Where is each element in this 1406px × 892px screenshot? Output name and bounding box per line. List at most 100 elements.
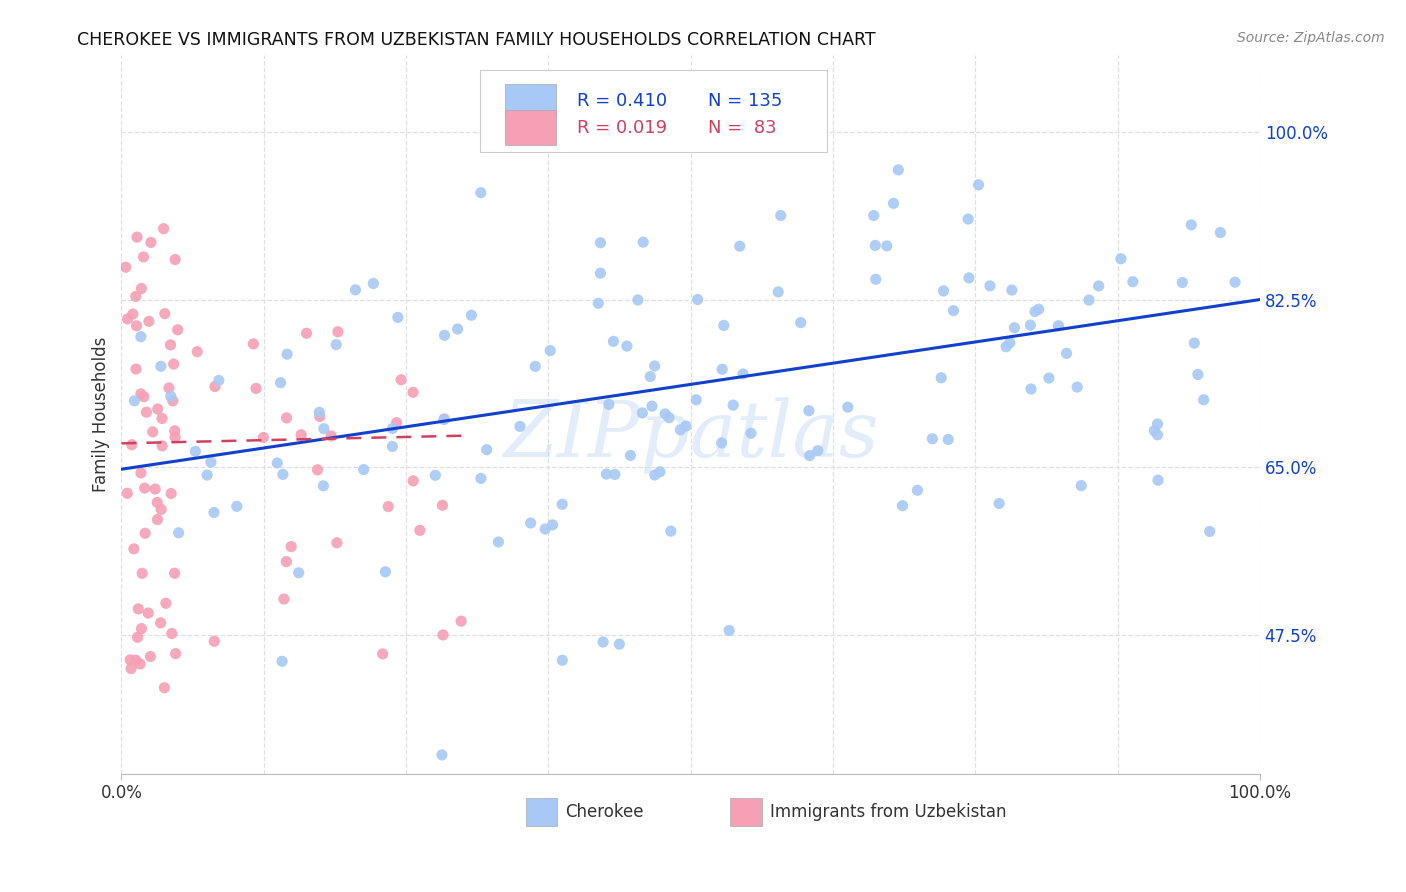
Point bbox=[1047, 318, 1070, 333]
Point bbox=[837, 400, 859, 414]
Point bbox=[433, 412, 456, 426]
Point bbox=[402, 385, 425, 400]
Point bbox=[242, 337, 264, 351]
Point bbox=[117, 486, 139, 500]
Point bbox=[129, 466, 152, 480]
Point bbox=[155, 596, 177, 610]
Point bbox=[865, 272, 887, 286]
Point bbox=[127, 630, 149, 644]
Point bbox=[1182, 336, 1205, 351]
Point bbox=[740, 426, 762, 441]
Point bbox=[541, 517, 564, 532]
Point bbox=[374, 565, 396, 579]
Point bbox=[266, 456, 288, 470]
Point bbox=[433, 412, 456, 426]
Point bbox=[957, 212, 980, 227]
Point bbox=[138, 314, 160, 328]
Point bbox=[998, 335, 1021, 350]
Point bbox=[307, 463, 329, 477]
Point bbox=[150, 439, 173, 453]
Point bbox=[675, 419, 697, 434]
Point bbox=[135, 405, 157, 419]
Point bbox=[921, 432, 943, 446]
Point bbox=[377, 500, 399, 514]
Point bbox=[162, 393, 184, 408]
Point bbox=[1070, 478, 1092, 492]
Text: R = 0.019: R = 0.019 bbox=[576, 119, 666, 136]
Point bbox=[409, 524, 432, 538]
Point bbox=[129, 657, 152, 671]
Point bbox=[125, 362, 148, 376]
Point bbox=[152, 221, 174, 235]
Point bbox=[381, 421, 404, 435]
Point bbox=[721, 398, 744, 412]
Point bbox=[385, 416, 408, 430]
Point bbox=[659, 524, 682, 538]
Point bbox=[271, 467, 294, 482]
Point bbox=[475, 442, 498, 457]
Point bbox=[607, 637, 630, 651]
Point bbox=[1146, 427, 1168, 442]
Point bbox=[308, 409, 330, 424]
Point bbox=[592, 635, 614, 649]
Point bbox=[644, 359, 666, 373]
Point bbox=[446, 322, 468, 336]
Point bbox=[280, 540, 302, 554]
Point bbox=[658, 410, 681, 425]
Point bbox=[132, 390, 155, 404]
Point bbox=[131, 281, 153, 295]
Point bbox=[204, 379, 226, 393]
Point bbox=[731, 367, 754, 381]
Point bbox=[862, 209, 884, 223]
Point bbox=[470, 186, 492, 200]
Point bbox=[166, 323, 188, 337]
Point bbox=[638, 369, 661, 384]
Point bbox=[711, 112, 734, 126]
Point bbox=[159, 338, 181, 352]
Point bbox=[167, 525, 190, 540]
Point bbox=[125, 318, 148, 333]
Point bbox=[121, 307, 143, 321]
Point bbox=[153, 681, 176, 695]
Point bbox=[326, 535, 349, 549]
Point bbox=[1038, 371, 1060, 385]
Y-axis label: Family Households: Family Households bbox=[93, 337, 110, 492]
Point bbox=[121, 438, 143, 452]
Point bbox=[686, 293, 709, 307]
Point bbox=[122, 541, 145, 556]
Point bbox=[202, 634, 225, 648]
Point bbox=[271, 654, 294, 668]
Point bbox=[1028, 302, 1050, 317]
Point bbox=[876, 239, 898, 253]
Point bbox=[252, 430, 274, 444]
Point bbox=[616, 339, 638, 353]
Point bbox=[195, 468, 218, 483]
Point bbox=[641, 399, 664, 413]
Point bbox=[160, 626, 183, 640]
Point bbox=[120, 653, 142, 667]
Point bbox=[685, 392, 707, 407]
Point bbox=[957, 271, 980, 285]
Point bbox=[165, 430, 187, 444]
Point bbox=[134, 526, 156, 541]
Point bbox=[711, 362, 734, 376]
Point bbox=[131, 566, 153, 581]
Point bbox=[208, 373, 231, 387]
Point bbox=[139, 235, 162, 250]
FancyBboxPatch shape bbox=[526, 798, 557, 826]
Point bbox=[1209, 226, 1232, 240]
Point bbox=[149, 615, 172, 630]
Point bbox=[363, 277, 385, 291]
Text: N = 135: N = 135 bbox=[707, 92, 782, 110]
Point bbox=[430, 747, 453, 762]
Point bbox=[139, 649, 162, 664]
Point bbox=[1146, 417, 1168, 431]
Point bbox=[799, 449, 821, 463]
Point bbox=[1147, 473, 1170, 487]
Point bbox=[163, 424, 186, 438]
Point bbox=[1198, 524, 1220, 539]
Point bbox=[603, 467, 626, 482]
Point bbox=[163, 566, 186, 581]
Point bbox=[131, 622, 153, 636]
Text: ZIPpatlas: ZIPpatlas bbox=[503, 398, 879, 475]
